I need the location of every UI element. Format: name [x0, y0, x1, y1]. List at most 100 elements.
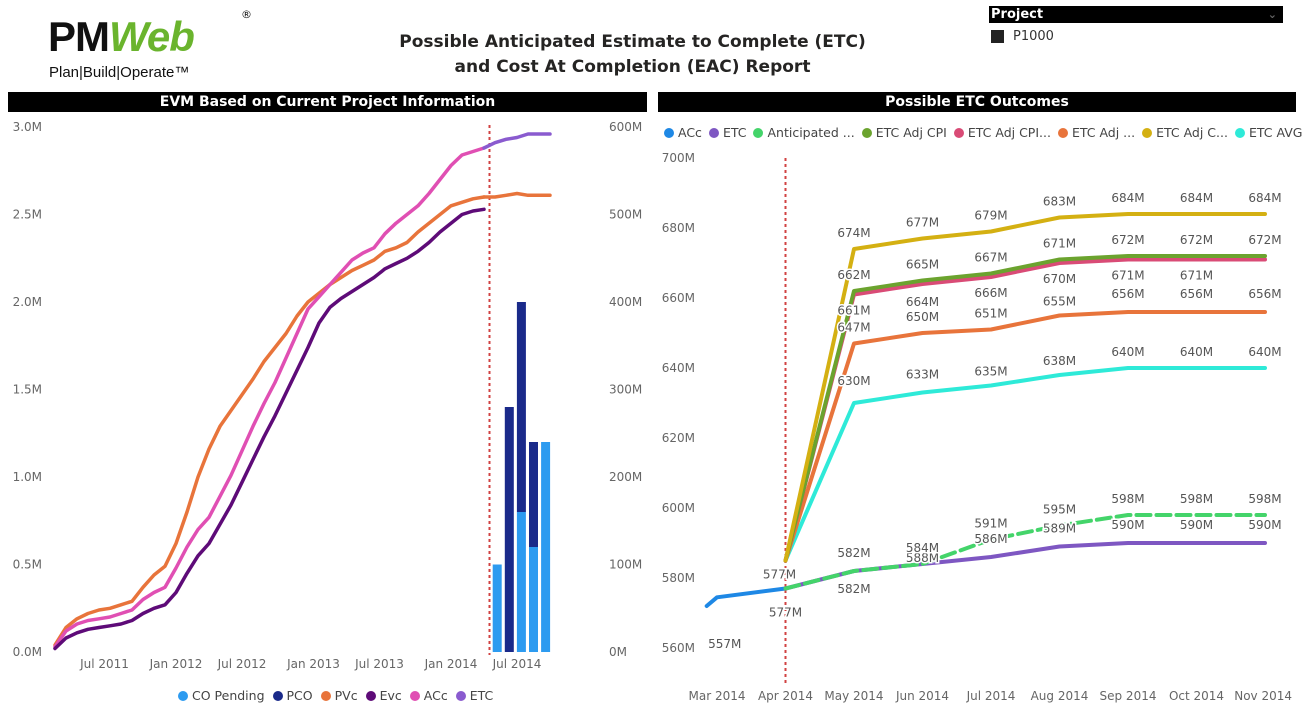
logo-registered-mark: ® [241, 8, 252, 21]
legend-label: Anticipated ... [767, 125, 855, 140]
y-right-tick-label: 100M [609, 558, 642, 572]
series-line-pvc [53, 195, 486, 647]
y-tick-label: 580M [662, 571, 695, 585]
data-label: 582M [837, 582, 870, 596]
legend-label: PVc [334, 688, 358, 703]
y-left-tick-label: 2.5M [13, 208, 42, 222]
logo-wordmark: PMWeb [48, 13, 195, 60]
legend-swatch [753, 127, 764, 138]
project-slicer-item[interactable]: P1000 [989, 29, 1283, 44]
x-tick-label: Jul 2011 [79, 657, 129, 671]
data-label: 586M [974, 532, 1007, 546]
legend-swatch [1234, 127, 1245, 138]
legend-label: ETC Adj C... [1156, 125, 1228, 140]
legend-swatch [861, 127, 872, 138]
legend-item-etc[interactable]: ETC [455, 688, 493, 703]
data-label: 582M [837, 546, 870, 560]
y-right-tick-label: 600M [609, 120, 642, 134]
legend-swatch [320, 690, 331, 701]
data-label: 666M [974, 286, 1007, 300]
x-tick-label: Jan 2013 [286, 657, 340, 671]
legend-item-anticipated[interactable]: Anticipated ... [753, 125, 855, 140]
checkbox[interactable] [991, 30, 1004, 43]
data-label: 650M [906, 310, 939, 324]
data-label: 557M [708, 637, 741, 651]
legend-swatch [1142, 127, 1153, 138]
bar-pco [504, 407, 514, 652]
x-tick-label: Jan 2012 [149, 657, 203, 671]
data-label: 635M [974, 365, 1007, 379]
legend-label: ETC [722, 125, 747, 140]
legend-item-pco[interactable]: PCO [272, 688, 313, 703]
legend-item-etc-adj-cpi[interactable]: ETC Adj CPI... [953, 125, 1051, 140]
legend-label: Evc [379, 688, 402, 703]
data-label: 640M [1111, 345, 1144, 359]
project-slicer-item-label: P1000 [1013, 29, 1054, 44]
right-chart-legend: ACc ETC Anticipated ... ETC Adj CPI ETC Adj … [664, 125, 1305, 140]
legend-item-acc[interactable]: ACc [664, 125, 702, 140]
x-tick-label: Oct 2014 [1169, 689, 1224, 703]
legend-swatch [409, 690, 420, 701]
report-title: Possible Anticipated Estimate to Complet… [380, 30, 885, 80]
data-label: 679M [974, 209, 1007, 223]
data-label: 589M [1043, 522, 1076, 536]
legend-label: ACc [423, 688, 448, 703]
legend-item-acc[interactable]: ACc [409, 688, 448, 703]
data-label: 630M [837, 374, 870, 388]
legend-label: ACc [678, 125, 702, 140]
project-slicer[interactable]: Project ⌄ P1000 [989, 6, 1283, 44]
right-chart-title: Possible ETC Outcomes [658, 92, 1296, 112]
y-left-tick-label: 0.0M [13, 645, 42, 659]
x-tick-label: Aug 2014 [1031, 689, 1089, 703]
bar-pco [516, 302, 526, 512]
y-right-tick-label: 0M [609, 645, 627, 659]
series-line-etc-adj-c [783, 212, 1267, 563]
data-label: 656M [1180, 287, 1213, 301]
y-tick-label: 620M [662, 431, 695, 445]
data-label: 640M [1248, 345, 1281, 359]
data-label: 684M [1248, 191, 1281, 205]
y-left-tick-label: 2.0M [13, 295, 42, 309]
series-line-pvc [482, 191, 552, 199]
legend-item-etc-adj-cpi[interactable]: ETC Adj CPI [861, 125, 947, 140]
legend-item-etc-adj-c[interactable]: ETC Adj C... [1142, 125, 1228, 140]
data-label: 671M [1043, 237, 1076, 251]
legend-item-etc-adj[interactable]: ETC Adj ... [1057, 125, 1135, 140]
x-tick-label: May 2014 [824, 689, 883, 703]
y-tick-label: 660M [662, 291, 695, 305]
data-label: 590M [1111, 518, 1144, 532]
data-label: 590M [1180, 518, 1213, 532]
left-chart-legend: CO Pending PCO PVc Evc ACc ETC [178, 688, 501, 703]
x-tick-label: Mar 2014 [689, 689, 746, 703]
data-label: 667M [974, 251, 1007, 265]
bar-co-pending [529, 547, 538, 652]
chevron-down-icon[interactable]: ⌄ [1267, 8, 1277, 21]
data-label: 670M [1043, 272, 1076, 286]
pmweb-logo: PMWeb ® Plan|Build|Operate™ [48, 6, 278, 86]
data-label: 661M [837, 304, 870, 318]
logo-tagline: Plan|Build|Operate™ [49, 64, 190, 81]
data-label: 656M [1248, 287, 1281, 301]
legend-item-etc-avg[interactable]: ETC AVG [1234, 125, 1302, 140]
data-label: 590M [1248, 518, 1281, 532]
legend-item-evc[interactable]: Evc [365, 688, 402, 703]
data-label: 672M [1248, 233, 1281, 247]
data-label: 672M [1180, 233, 1213, 247]
x-tick-label: Nov 2014 [1234, 689, 1292, 703]
legend-item-co-pending[interactable]: CO Pending [178, 688, 265, 703]
series-line-evc [53, 207, 486, 651]
report-title-line1: Possible Anticipated Estimate to Complet… [399, 32, 866, 52]
project-slicer-header[interactable]: Project ⌄ [989, 6, 1283, 23]
y-tick-label: 680M [662, 221, 695, 235]
y-right-tick-label: 200M [609, 470, 642, 484]
legend-label: ETC Adj CPI... [967, 125, 1051, 140]
series-line-etc-adj-cpi [783, 257, 1267, 563]
legend-item-etc[interactable]: ETC [708, 125, 747, 140]
bar-co-pending [492, 564, 502, 652]
legend-swatch [1057, 127, 1068, 138]
data-label: 656M [1111, 287, 1144, 301]
data-label: 665M [906, 258, 939, 272]
data-label: 647M [837, 321, 870, 335]
legend-item-pvc[interactable]: PVc [320, 688, 358, 703]
